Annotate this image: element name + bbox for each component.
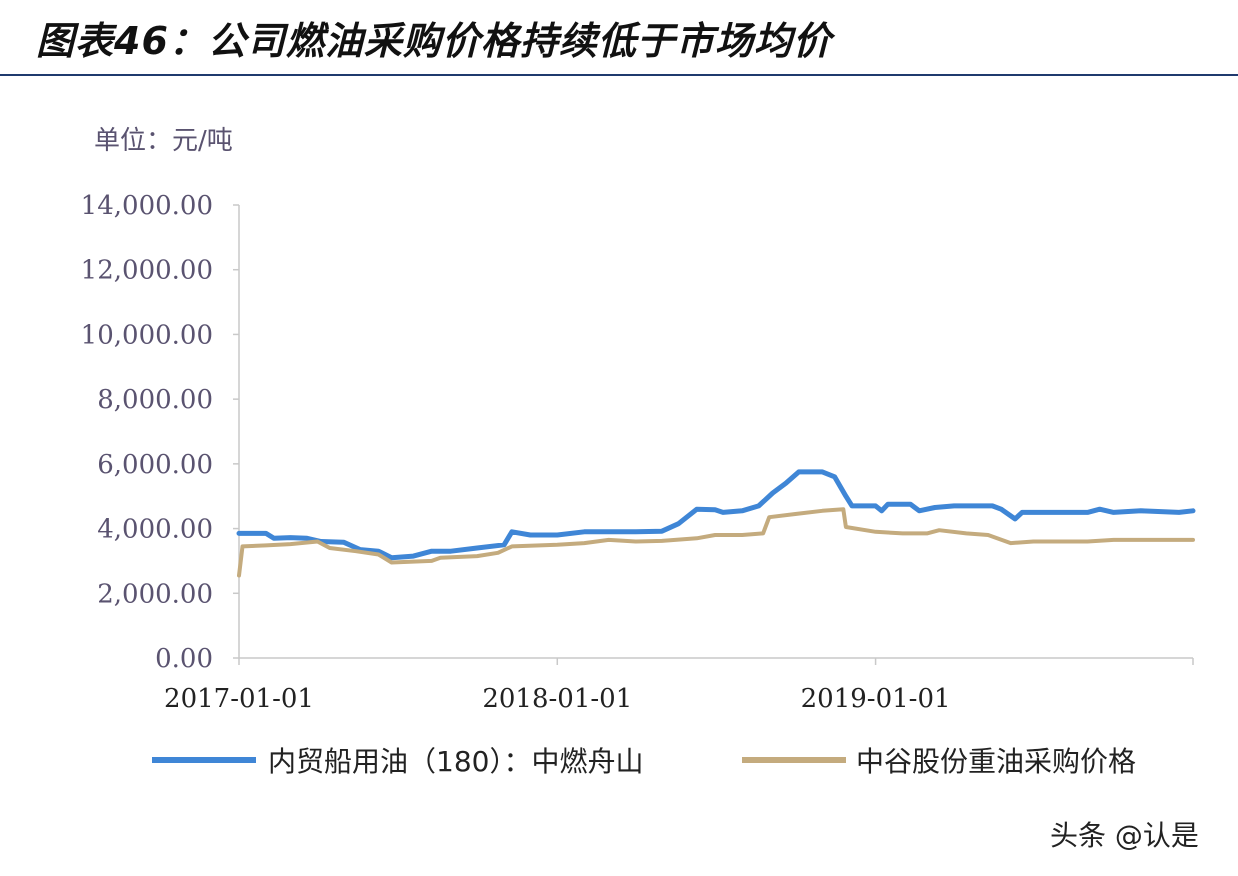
- y-tick-label: 4,000.00: [97, 515, 213, 545]
- series-line-2: [237, 507, 1195, 578]
- y-axis-ticks: 0.00 2,000.00 4,000.00 6,000.00 8,000.00 10,0…: [81, 191, 239, 674]
- series-lines: [236, 469, 1196, 578]
- y-tick-label: 6,000.00: [97, 450, 213, 480]
- y-tick-label: 12,000.00: [81, 256, 213, 286]
- y-tick-label: 10,000.00: [81, 320, 213, 350]
- unit-label: 单位：元/吨: [94, 126, 233, 156]
- title-divider: [0, 74, 1238, 76]
- y-tick-label: 0.00: [155, 644, 213, 674]
- x-tick-label: 2019-01-01: [801, 684, 951, 714]
- legend: 内贸船用油（180）：中燃舟山 中谷股份重油采购价格: [152, 745, 1136, 778]
- x-tick-label: 2017-01-01: [164, 684, 314, 714]
- watermark-text: 头条 @认是: [1050, 819, 1199, 852]
- y-tick-label: 8,000.00: [97, 385, 213, 415]
- chart-title: 图表46：公司燃油采购价格持续低于市场均价: [36, 19, 832, 63]
- x-tick-label: 2018-01-01: [482, 684, 632, 714]
- legend-label-2: 中谷股份重油采购价格: [856, 745, 1136, 778]
- series-line-1: [236, 469, 1196, 561]
- chart-axes: [238, 205, 1193, 659]
- legend-label-1: 内贸船用油（180）：中燃舟山: [268, 745, 643, 778]
- x-axis-ticks: 2017-01-01 2018-01-01 2019-01-01: [164, 658, 1194, 714]
- y-tick-label: 14,000.00: [81, 191, 213, 221]
- y-tick-label: 2,000.00: [97, 579, 213, 609]
